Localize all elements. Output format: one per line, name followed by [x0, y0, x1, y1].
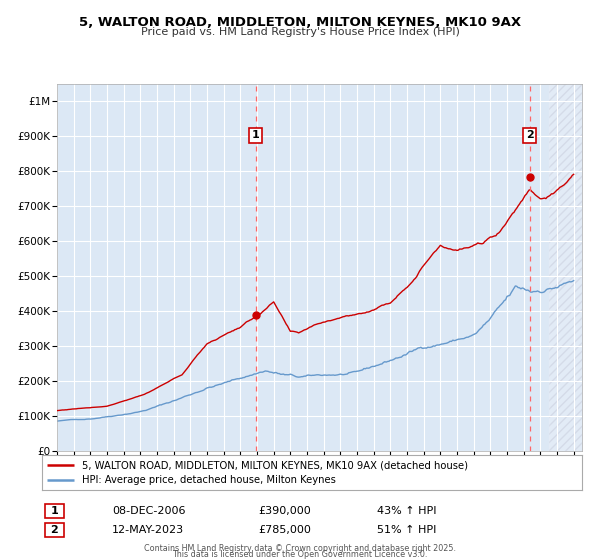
Text: 12-MAY-2023: 12-MAY-2023 — [112, 525, 184, 535]
Text: 1: 1 — [50, 506, 58, 516]
Bar — [548, 84, 582, 451]
FancyBboxPatch shape — [45, 503, 64, 518]
Text: 43% ↑ HPI: 43% ↑ HPI — [377, 506, 436, 516]
Text: 5, WALTON ROAD, MIDDLETON, MILTON KEYNES, MK10 9AX: 5, WALTON ROAD, MIDDLETON, MILTON KEYNES… — [79, 16, 521, 29]
Text: Contains HM Land Registry data © Crown copyright and database right 2025.: Contains HM Land Registry data © Crown c… — [144, 544, 456, 553]
Text: HPI: Average price, detached house, Milton Keynes: HPI: Average price, detached house, Milt… — [83, 475, 337, 486]
Text: 1: 1 — [252, 130, 260, 141]
Text: 2: 2 — [50, 525, 58, 535]
Text: 08-DEC-2006: 08-DEC-2006 — [112, 506, 186, 516]
Text: £390,000: £390,000 — [258, 506, 311, 516]
Text: This data is licensed under the Open Government Licence v3.0.: This data is licensed under the Open Gov… — [172, 550, 428, 559]
Text: 2: 2 — [526, 130, 533, 141]
FancyBboxPatch shape — [45, 523, 64, 538]
Text: 5, WALTON ROAD, MIDDLETON, MILTON KEYNES, MK10 9AX (detached house): 5, WALTON ROAD, MIDDLETON, MILTON KEYNES… — [83, 460, 469, 470]
Text: 51% ↑ HPI: 51% ↑ HPI — [377, 525, 436, 535]
Text: Price paid vs. HM Land Registry's House Price Index (HPI): Price paid vs. HM Land Registry's House … — [140, 27, 460, 37]
Text: £785,000: £785,000 — [258, 525, 311, 535]
